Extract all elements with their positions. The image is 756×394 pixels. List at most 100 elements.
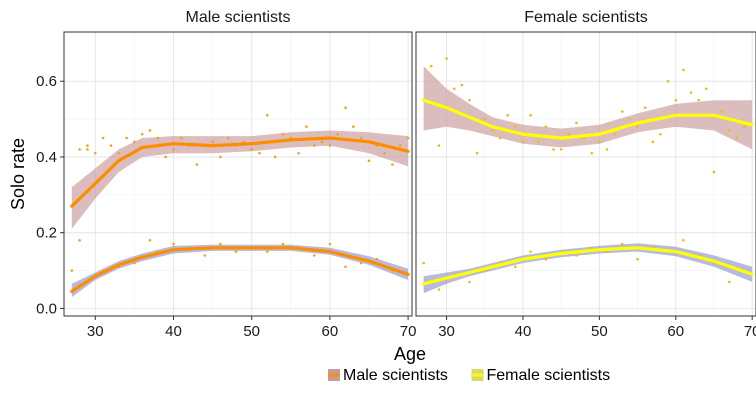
data-point	[258, 151, 261, 155]
data-point	[468, 98, 471, 102]
data-point	[328, 242, 332, 246]
data-point	[359, 261, 363, 265]
data-point	[312, 254, 316, 257]
panel-background	[64, 32, 412, 316]
data-point	[367, 159, 371, 163]
confidence-band	[71, 130, 409, 229]
data-point	[211, 140, 214, 144]
data-point	[529, 250, 532, 253]
data-point	[445, 57, 448, 60]
x-tick-label: 50	[243, 323, 260, 340]
data-point	[491, 129, 494, 132]
data-point	[172, 242, 175, 246]
data-point	[336, 132, 340, 136]
x-tick-label: 30	[438, 323, 455, 340]
data-point	[590, 151, 594, 155]
data-point	[605, 250, 609, 253]
data-point	[70, 269, 74, 272]
smooth-line	[422, 98, 754, 140]
x-tick-label: 60	[322, 323, 339, 340]
data-point	[452, 87, 456, 91]
data-point	[429, 64, 433, 68]
x-tick-label: 50	[591, 323, 608, 340]
data-point	[234, 250, 238, 253]
data-point	[101, 136, 105, 140]
data-point	[125, 136, 128, 140]
data-point	[521, 140, 525, 144]
x-tick-label: 40	[515, 323, 532, 340]
data-point	[266, 250, 269, 253]
panel-border	[415, 31, 756, 317]
legend-label: Female scientists	[487, 367, 611, 384]
data-point	[636, 125, 639, 128]
data-point	[590, 246, 594, 250]
data-point	[133, 261, 136, 265]
data-point	[475, 151, 479, 155]
data-point	[620, 110, 624, 113]
data-point	[536, 140, 540, 144]
data-point	[352, 125, 355, 128]
data-point	[375, 257, 379, 261]
legend-label: Male scientists	[343, 367, 448, 384]
data-point	[172, 148, 175, 151]
data-point	[720, 110, 723, 113]
smooth-line	[422, 246, 754, 286]
panel-border	[63, 31, 413, 317]
data-point	[250, 148, 253, 151]
y-tick-label: 0.4	[36, 149, 57, 166]
data-point	[682, 238, 685, 242]
data-point	[552, 148, 555, 151]
data-point	[273, 155, 277, 159]
data-point	[203, 254, 207, 257]
data-point	[156, 136, 160, 140]
data-point	[514, 125, 517, 128]
data-point	[164, 155, 167, 159]
data-point	[659, 132, 662, 136]
data-point	[305, 125, 308, 128]
data-point	[705, 87, 708, 91]
data-point	[651, 140, 655, 144]
data-point	[544, 125, 548, 128]
data-point	[398, 144, 402, 147]
x-tick-label: 70	[744, 323, 756, 340]
data-point	[148, 238, 152, 242]
data-point	[506, 114, 509, 117]
data-point	[281, 132, 285, 136]
data-point	[544, 257, 548, 261]
data-point	[620, 242, 624, 246]
smooth-line	[70, 246, 410, 293]
data-point	[117, 151, 121, 155]
data-point	[567, 132, 571, 136]
data-point	[727, 280, 731, 284]
data-point	[78, 238, 81, 242]
data-point	[628, 117, 632, 121]
data-point	[727, 129, 731, 132]
data-point	[226, 136, 230, 140]
data-point	[86, 148, 89, 151]
data-point	[219, 242, 222, 246]
y-tick-label: 0.0	[36, 300, 57, 317]
data-point	[529, 114, 532, 117]
x-tick-label: 30	[87, 323, 104, 340]
panel-plot-area	[416, 32, 756, 316]
data-point	[359, 136, 363, 140]
x-tick-label: 40	[165, 323, 182, 340]
data-point	[437, 144, 441, 147]
data-point	[674, 98, 678, 102]
data-point	[514, 265, 517, 269]
data-point	[180, 136, 183, 140]
data-point	[689, 91, 693, 94]
data-point	[219, 155, 222, 159]
data-point	[498, 136, 502, 140]
data-point	[743, 125, 746, 128]
data-point	[195, 163, 199, 166]
x-tick-label: 70	[400, 323, 417, 340]
data-point	[344, 106, 347, 110]
data-point	[281, 242, 285, 246]
data-point	[682, 68, 685, 72]
data-point	[297, 151, 300, 155]
x-axis-title: Age	[394, 344, 426, 364]
data-point	[643, 106, 647, 110]
